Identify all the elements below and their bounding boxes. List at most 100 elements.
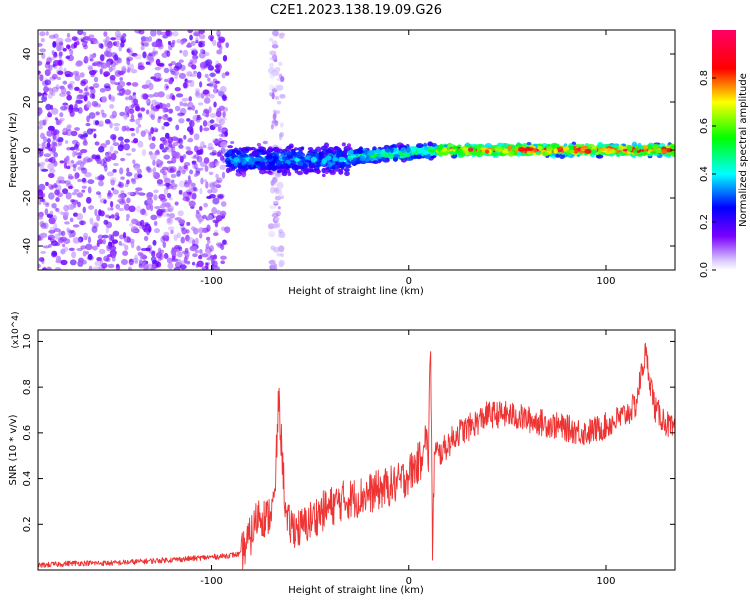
spectrogram-cell xyxy=(61,243,66,248)
spectrogram-cell xyxy=(221,171,226,179)
spectrogram-x-label: Height of straight line (km) xyxy=(288,286,424,297)
spectrogram-cell xyxy=(131,148,136,153)
spectrogram-cell xyxy=(172,31,179,37)
spectrogram-cell xyxy=(42,201,50,206)
spectrogram-cell xyxy=(103,31,108,37)
spectrogram-cell xyxy=(375,149,382,154)
spectrogram-cell xyxy=(278,228,284,234)
spectrogram-cell xyxy=(91,69,98,74)
spectrogram-cell xyxy=(206,214,213,221)
spectrogram-cell xyxy=(90,128,97,132)
spectrogram-cell xyxy=(137,113,143,121)
spectrogram-cell xyxy=(573,149,579,154)
spectrogram-cell xyxy=(38,235,42,241)
spectrogram-cell xyxy=(164,202,171,208)
spectrogram-cell xyxy=(272,200,279,204)
spectrogram-cell xyxy=(212,140,220,144)
spectrogram-cell xyxy=(151,136,156,142)
spectrogram-marks xyxy=(38,30,675,270)
spectrogram-cell xyxy=(137,140,144,148)
spectrogram-cell xyxy=(45,31,49,36)
spectrogram-cell xyxy=(49,88,54,95)
spectrogram-cell xyxy=(179,49,183,54)
spectrogram-cell xyxy=(134,53,142,60)
spectrogram-cell xyxy=(199,206,203,211)
spectrogram-cell xyxy=(565,149,571,154)
spectrogram-cell xyxy=(68,247,75,251)
spectrogram-cell xyxy=(200,48,205,54)
spectrogram-cell xyxy=(85,243,93,251)
spectrogram-cell xyxy=(137,123,142,128)
spectrogram-cell xyxy=(304,159,310,163)
spectrogram-cell xyxy=(224,226,231,234)
spectrogram-cell xyxy=(193,173,198,177)
spectrogram-cell xyxy=(666,151,673,157)
spectrogram-cell xyxy=(104,118,111,124)
spectrogram-cell xyxy=(222,239,227,245)
spectrogram-cell xyxy=(168,197,173,201)
spectrogram-cell xyxy=(160,236,166,243)
spectrogram-cell xyxy=(165,94,171,100)
spectrogram-cell xyxy=(167,207,173,213)
colorbar: 0.0 0.2 0.4 0.6 0.8 Normalized spectral ampl… xyxy=(699,30,749,278)
spectrogram-cell xyxy=(86,101,92,109)
spectrogram-cell xyxy=(71,251,77,259)
spectrogram-cell xyxy=(85,122,91,127)
spectrogram-cell xyxy=(47,236,52,241)
spectrogram-cell xyxy=(38,263,41,268)
spectrogram-cell xyxy=(214,68,221,73)
spectrogram-cell xyxy=(197,227,205,234)
spectrogram-cell xyxy=(222,111,226,118)
spectrogram-cell xyxy=(97,175,101,181)
spectrogram-cell xyxy=(82,130,88,138)
spectrogram-cell xyxy=(128,50,134,56)
spectrogram-cell xyxy=(400,147,407,154)
spectrogram-cell xyxy=(106,60,111,68)
spectrogram-cell xyxy=(144,212,148,217)
spectrogram-cell xyxy=(159,103,167,110)
spectrogram-cell xyxy=(321,173,326,178)
spectrogram-cell xyxy=(200,177,204,185)
spectrogram-cell xyxy=(327,161,332,165)
spectrogram-cell xyxy=(119,77,124,81)
spectrogram-cell xyxy=(185,150,194,155)
spectrogram-cell xyxy=(38,183,46,191)
spectrogram-cell xyxy=(308,163,316,168)
colorbar-tick-label: 0.4 xyxy=(699,166,710,182)
spectrogram-cell xyxy=(191,192,197,200)
spectrogram-x-tick-label: 0 xyxy=(406,276,412,287)
spectrogram-cell xyxy=(148,226,152,233)
spectrogram-cell xyxy=(80,80,87,87)
spectrogram-cell xyxy=(69,217,74,223)
spectrogram-cell xyxy=(58,51,63,57)
spectrogram-cell xyxy=(230,140,235,144)
spectrogram-cell xyxy=(257,162,266,168)
spectrogram-cell xyxy=(106,171,114,177)
spectrogram-cell xyxy=(188,96,193,102)
spectrogram-cell xyxy=(324,169,329,175)
spectrogram-cell xyxy=(103,199,107,204)
spectrogram-cell xyxy=(113,54,119,61)
spectrogram-cell xyxy=(52,133,57,141)
spectrogram-cell xyxy=(205,236,211,241)
spectrogram-cell xyxy=(69,259,77,266)
spectrogram-cell xyxy=(203,97,211,104)
spectrogram-cell xyxy=(185,188,193,195)
spectrogram-cell xyxy=(177,210,184,217)
spectrogram-cell xyxy=(393,153,401,158)
spectrogram-cell xyxy=(179,101,184,107)
spectrogram-cell xyxy=(150,114,156,120)
spectrogram-cell xyxy=(104,50,110,57)
spectrogram-cell xyxy=(190,182,196,187)
spectrogram-cell xyxy=(106,254,112,258)
spectrogram-cell xyxy=(257,148,264,153)
spectrogram-cell xyxy=(139,208,147,216)
spectrogram-cell xyxy=(231,166,236,171)
spectrogram-cell xyxy=(127,191,134,196)
snr-y-tick-label: 0.2 xyxy=(22,516,33,532)
spectrogram-cell xyxy=(207,253,213,260)
spectrogram-cell xyxy=(155,58,161,66)
spectrogram-cell xyxy=(89,86,94,90)
spectrogram-cell xyxy=(54,117,58,121)
spectrogram-cell xyxy=(186,71,193,77)
